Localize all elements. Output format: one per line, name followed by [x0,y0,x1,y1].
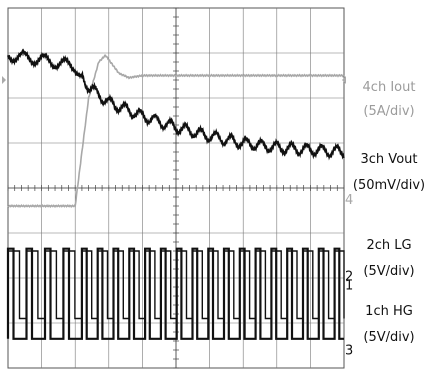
channel-marker-3: 3 [345,344,353,359]
channel-1-scale: (5V/div) [363,330,415,345]
channel-3-name: 3ch Vout [360,152,418,167]
channel-2-scale: (5V/div) [363,264,415,279]
channel-marker-2: 2 [345,269,353,284]
channel-2-name: 2ch LG [366,238,412,253]
channel-3-scale: (50mV/div) [352,178,426,193]
channel-markers: 4 21 3 [2,76,353,359]
trigger-position-arrow [2,76,6,84]
channel-marker-1: 1 [345,278,353,293]
waveform-traces [6,48,345,340]
trace-channel-3 [7,48,345,161]
trace-channel-4 [7,54,345,209]
channel-4-scale: (5A/div) [363,104,415,119]
trigger-level-arrow [342,76,346,84]
channel-4-name: 4ch Iout [362,80,416,95]
channel-1-name: 1ch HG [365,304,413,319]
channel-marker-4: 4 [345,193,353,208]
trace-channel-1 [6,247,344,340]
